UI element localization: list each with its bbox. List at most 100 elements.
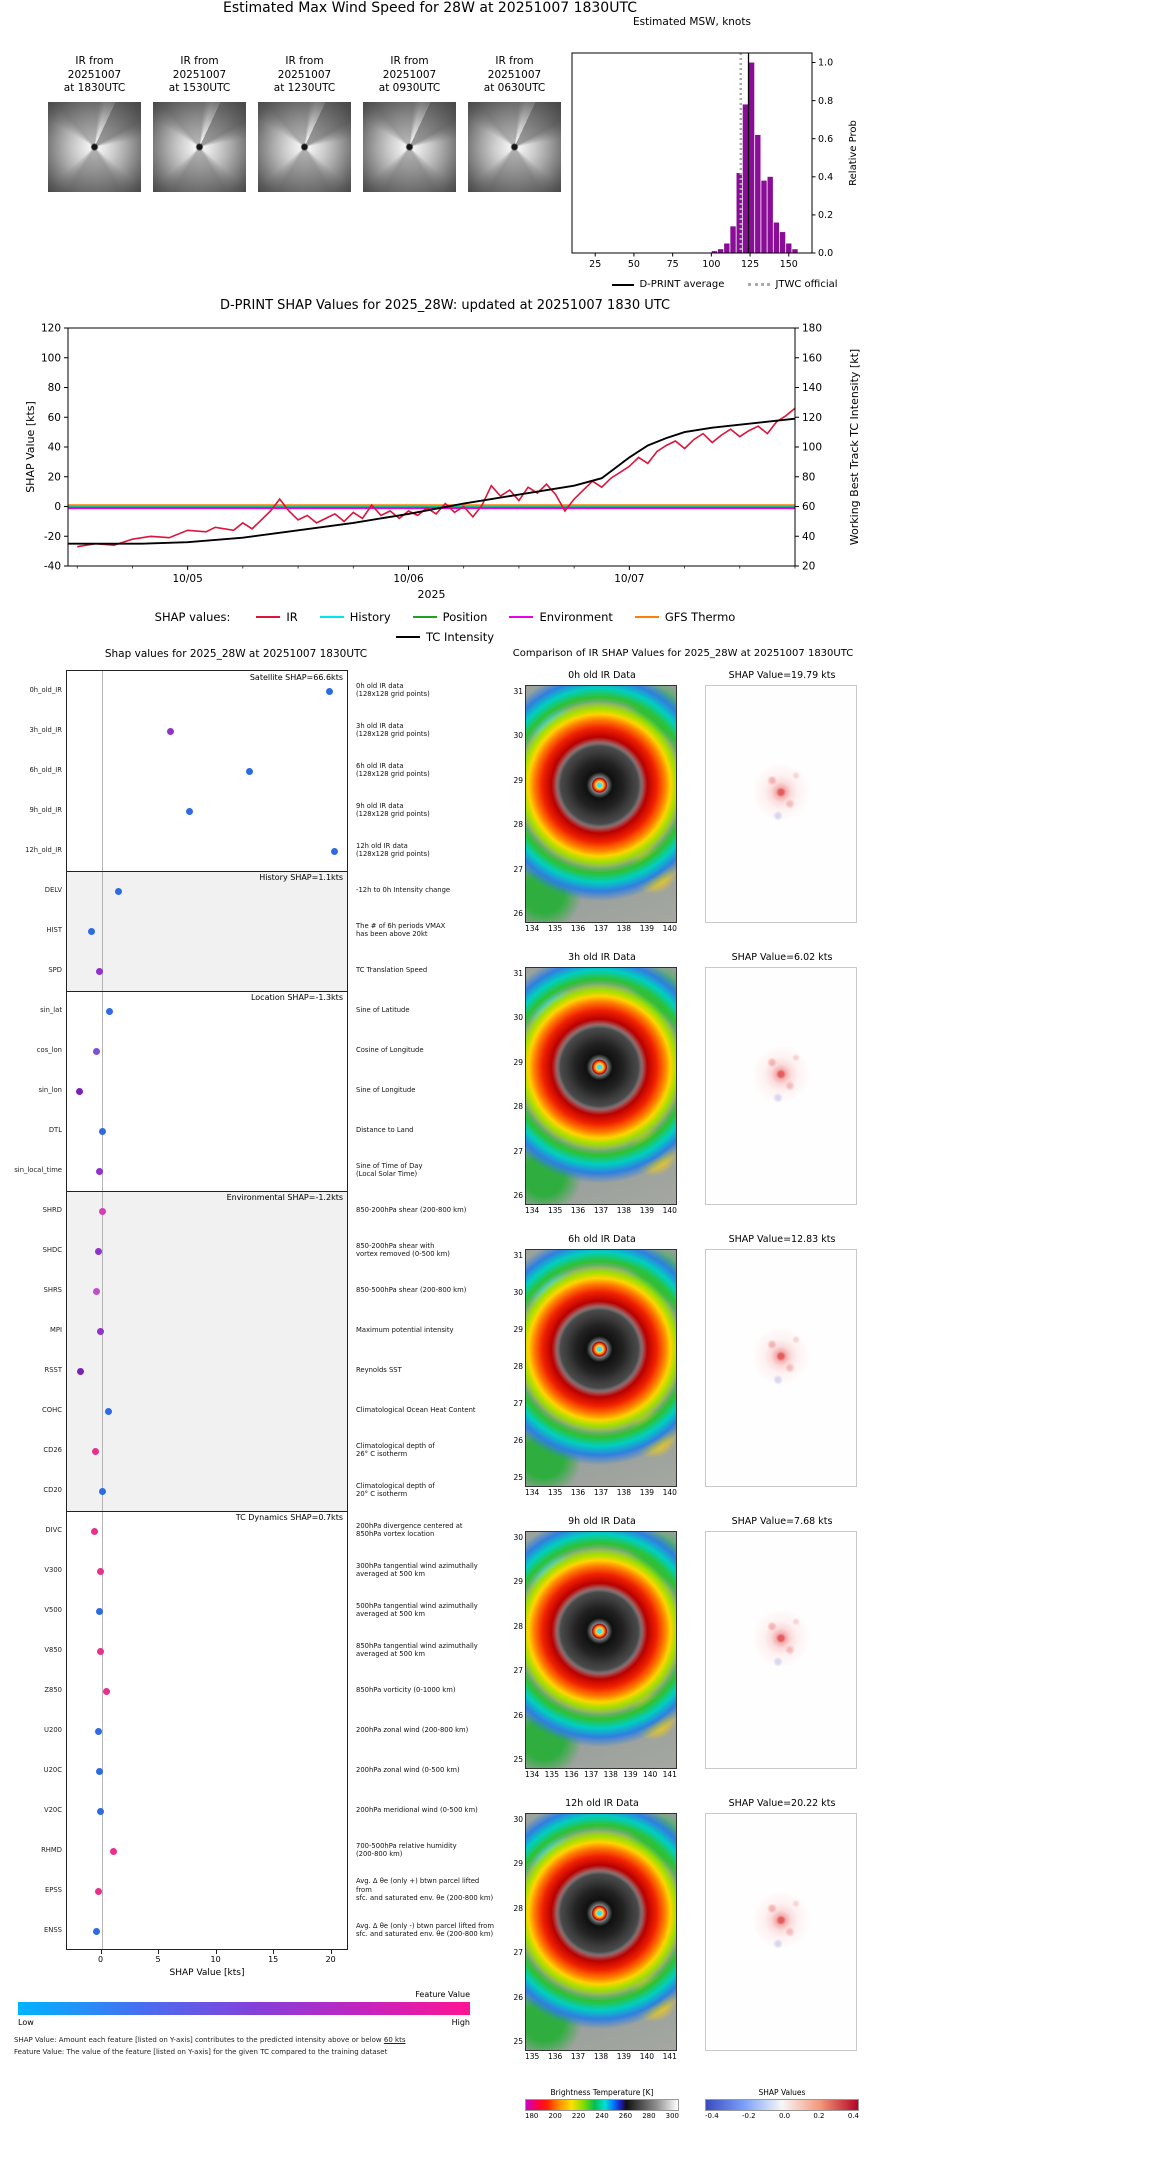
feature-label: RHMD	[41, 1846, 62, 1854]
shap-dot	[95, 1607, 103, 1615]
y-tick-label: 27	[513, 1666, 523, 1676]
timeline-content: -40 -20 0 20 40 60 80 100 120 20 40 60 80 100 120 140 16…	[24, 323, 861, 602]
feature-description: 0h old IR data (128x128 grid points)	[356, 681, 430, 698]
feature-description: 300hPa tangential wind azimuthally avera…	[356, 1561, 478, 1578]
x-tick-label: 139	[639, 1488, 655, 1497]
left-tick-label: 80	[48, 382, 61, 394]
y-tick-label: 27	[513, 1146, 523, 1156]
shap-value-image	[705, 1531, 857, 1769]
x-tick-label: 137	[593, 924, 609, 933]
x-axis-label: 2025	[418, 588, 446, 601]
x-tick-label: 5	[155, 1955, 161, 1964]
feature-description: Climatological depth of 20° C isotherm	[356, 1481, 435, 1498]
label-line: IR from	[495, 55, 534, 67]
ir-thumbnail-label: IR from 20251007 at 0930UTC	[363, 55, 456, 99]
footnote-text: SHAP Value: Amount each feature [listed …	[14, 2036, 384, 2044]
shap-dot	[93, 1287, 101, 1295]
section-band	[67, 871, 347, 991]
ir-satellite-image	[468, 102, 561, 192]
ir-data-panel: 12h old IR Data 30 29 28 27 26 25 135 136 137 138 1…	[513, 1798, 679, 2080]
feature-description: 200hPa zonal wind (200-800 km)	[356, 1725, 469, 1734]
label-line: at 0930UTC	[378, 82, 441, 95]
histogram-bar	[717, 249, 724, 253]
feature-description: TC Translation Speed	[356, 965, 428, 974]
feature-description: Sine of Latitude	[356, 1005, 410, 1014]
shap-dot	[96, 1327, 104, 1335]
feature-value-colorbar-title: Feature Value	[415, 1990, 470, 1999]
feature-label: DIVC	[45, 1526, 62, 1534]
shap-value-image	[705, 967, 857, 1205]
comparison-rows: 0h old IR Data 31 30 29 28 27 26 134 135 136 137 13…	[505, 670, 859, 2080]
x-tick-label: 136	[570, 1488, 586, 1497]
ir-thumbnail-strip: IR from 20251007 at 1830UTC IR from 20251007…	[48, 55, 578, 192]
feature-label: RSST	[44, 1366, 62, 1374]
label-line: 20251007	[277, 68, 332, 81]
shap-panel-title: SHAP Value=20.22 kts	[728, 1798, 836, 1809]
x-tick-label: 10/05	[173, 573, 203, 585]
x-tick-label: 138	[616, 1488, 632, 1497]
histogram-bar	[724, 243, 730, 253]
y-tick-label: 28	[513, 1362, 523, 1371]
feature-value-footnote: Feature Value: The value of the feature …	[14, 2048, 388, 2056]
shap-value-panel: SHAP Value=19.79 kts	[705, 670, 859, 952]
feature-description: 850hPa tangential wind azimuthally avera…	[356, 1641, 478, 1658]
brightness-temp-colorbar-title: Brightness Temperature [K]	[550, 2088, 654, 2097]
right-tick-label: 100	[802, 442, 822, 454]
legend-line-sample	[395, 635, 420, 639]
page-title: Estimated Max Wind Speed for 28W at 2025…	[223, 0, 637, 16]
section-header: Location SHAP=-1.3kts	[250, 993, 343, 1002]
shap-panel-title: SHAP Value=12.83 kts	[728, 1234, 836, 1245]
legend-line-sample	[412, 615, 437, 619]
y-tick-label: 26	[513, 1992, 523, 2002]
feature-label: sin_lon	[38, 1086, 63, 1094]
y-tick-label: 27	[513, 1948, 523, 1958]
legend-label: GFS Thermo	[664, 610, 736, 624]
shap-dot	[94, 1727, 102, 1735]
legend-item: IR	[256, 610, 298, 624]
shap-dot	[99, 1487, 107, 1495]
feature-description: Avg. Δ θe (only +) btwn parcel lifted fr…	[356, 1877, 494, 1903]
feature-description: 200hPa divergence centered at 850hPa vor…	[356, 1521, 463, 1538]
feature-label: DELV	[44, 886, 62, 894]
ir-series-line	[77, 407, 796, 548]
right-tick-label: 60	[802, 501, 815, 513]
shap-values-colorbar-title: SHAP Values	[758, 2088, 806, 2097]
legend-item-jtwc: JTWC official	[748, 279, 838, 290]
label-line: 20251007	[382, 68, 437, 81]
shap-dot	[325, 687, 333, 695]
x-tick-row: 134 135 136 137 138 139 140 141	[525, 1770, 677, 1779]
legend-label: Environment	[539, 610, 613, 624]
shap-dot	[93, 1047, 101, 1055]
histogram-bar	[779, 232, 786, 253]
colorbar-tick-label: 220	[571, 2112, 586, 2120]
x-tick-label: 137	[570, 2052, 586, 2061]
y-tick-label: 31	[513, 687, 523, 696]
dotplot-body: Satellite SHAP=66.6kts History SHAP=1.1kt…	[6, 670, 498, 1970]
feature-description: 850-200hPa shear (200-800 km)	[356, 1205, 467, 1214]
x-tick-label: 136	[570, 1206, 586, 1215]
y-tick-label: 29	[513, 1057, 523, 1067]
feature-description: Maximum potential intensity	[356, 1325, 454, 1334]
shap-dot	[95, 967, 103, 975]
y-tick-label: 25	[513, 1473, 523, 1482]
feature-value-colorbar	[18, 2002, 470, 2015]
histogram-bar	[761, 180, 767, 253]
feature-description: -12h to 0h Intensity change	[356, 885, 451, 894]
feature-description: Cosine of Longitude	[356, 1045, 424, 1054]
shap-dot	[245, 767, 253, 775]
shap-value-panel: SHAP Value=7.68 kts	[705, 1516, 859, 1798]
shap-dot	[102, 1687, 110, 1695]
feature-label: COHC	[42, 1406, 62, 1414]
label-line: at 1530UTC	[168, 82, 231, 95]
dotplot-x-axis-label: SHAP Value [kts]	[169, 1968, 245, 1978]
shap-value-panel: SHAP Value=20.22 kts	[705, 1798, 859, 2080]
shap-dot	[93, 1927, 101, 1935]
footnote-underlined-text: 60 kts	[383, 2036, 406, 2044]
x-tick-label: 134	[525, 1206, 540, 1215]
shap-dot	[186, 807, 194, 815]
ir-comparison-panel: Comparison of IR SHAP Values for 2025_28…	[505, 648, 905, 2148]
x-tick-label: 100	[702, 259, 720, 270]
comparison-title: Comparison of IR SHAP Values for 2025_28…	[512, 648, 854, 659]
plot-frame	[571, 52, 813, 254]
right-tick-label: 40	[802, 531, 815, 543]
